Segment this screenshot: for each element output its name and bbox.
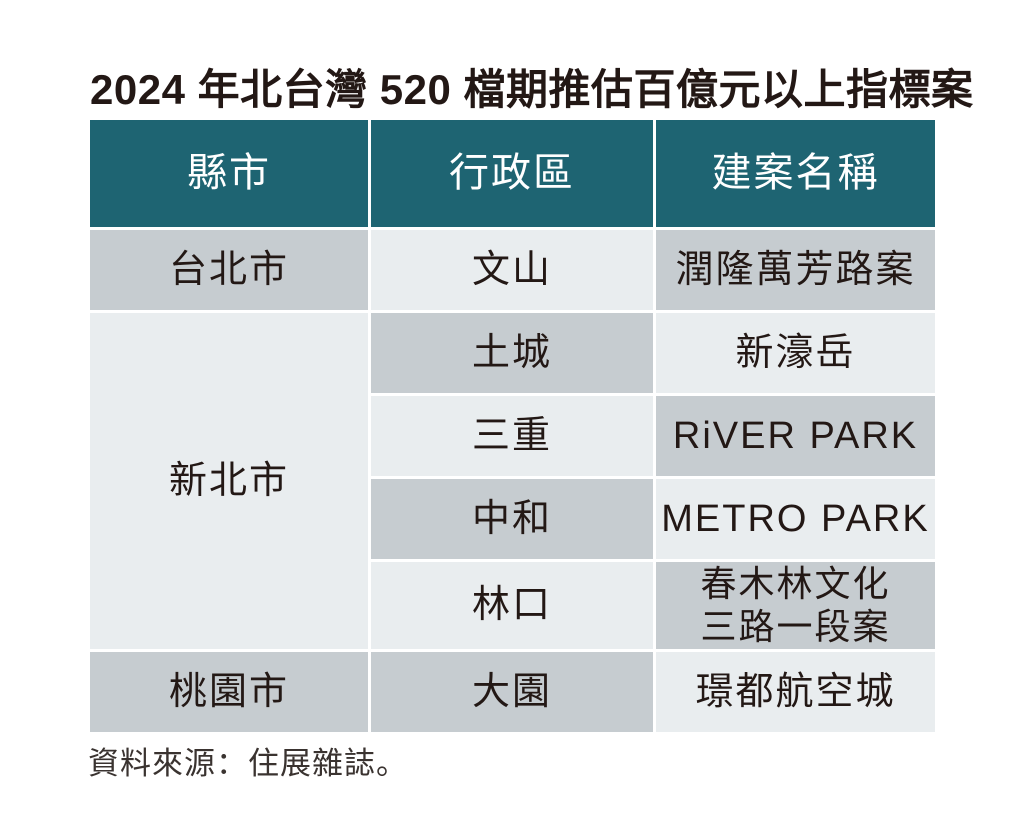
project-cell: RiVER PARK [656,396,935,476]
city-cell-taipei: 台北市 [90,230,368,310]
district-cell: 三重 [371,396,653,476]
district-cell: 林口 [371,562,653,649]
column-header-district: 行政區 [371,120,653,227]
project-cell: 璟都航空城 [656,652,935,732]
page-title: 2024 年北台灣 520 檔期推估百億元以上指標案 [90,66,974,113]
column-header-project: 建案名稱 [656,120,935,227]
projects-table: 縣市 行政區 建案名稱 台北市 文山 潤隆萬芳路案 新北市 土城 新濠岳 三重 … [90,120,935,732]
column-header-city: 縣市 [90,120,368,227]
project-cell: 新濠岳 [656,313,935,393]
district-cell: 土城 [371,313,653,393]
project-cell: 潤隆萬芳路案 [656,230,935,310]
data-source-note: 資料來源：住展雜誌。 [88,746,408,781]
city-cell-taoyuan: 桃園市 [90,652,368,732]
district-cell: 大園 [371,652,653,732]
project-cell: METRO PARK [656,479,935,559]
district-cell: 文山 [371,230,653,310]
project-cell: 春木林文化 三路一段案 [656,562,935,649]
district-cell: 中和 [371,479,653,559]
city-cell-new-taipei: 新北市 [90,313,368,649]
